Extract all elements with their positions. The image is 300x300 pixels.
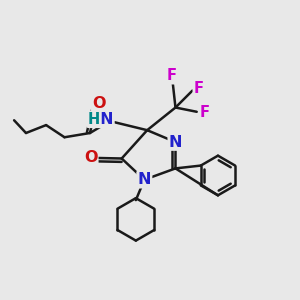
Text: N: N <box>100 112 113 127</box>
Text: F: F <box>200 105 210 120</box>
Text: F: F <box>194 81 204 96</box>
Text: N: N <box>169 135 182 150</box>
Text: N: N <box>138 172 151 187</box>
Text: O: O <box>84 150 97 165</box>
Text: O: O <box>92 95 106 110</box>
Text: F: F <box>167 68 177 83</box>
Text: H: H <box>88 112 100 127</box>
